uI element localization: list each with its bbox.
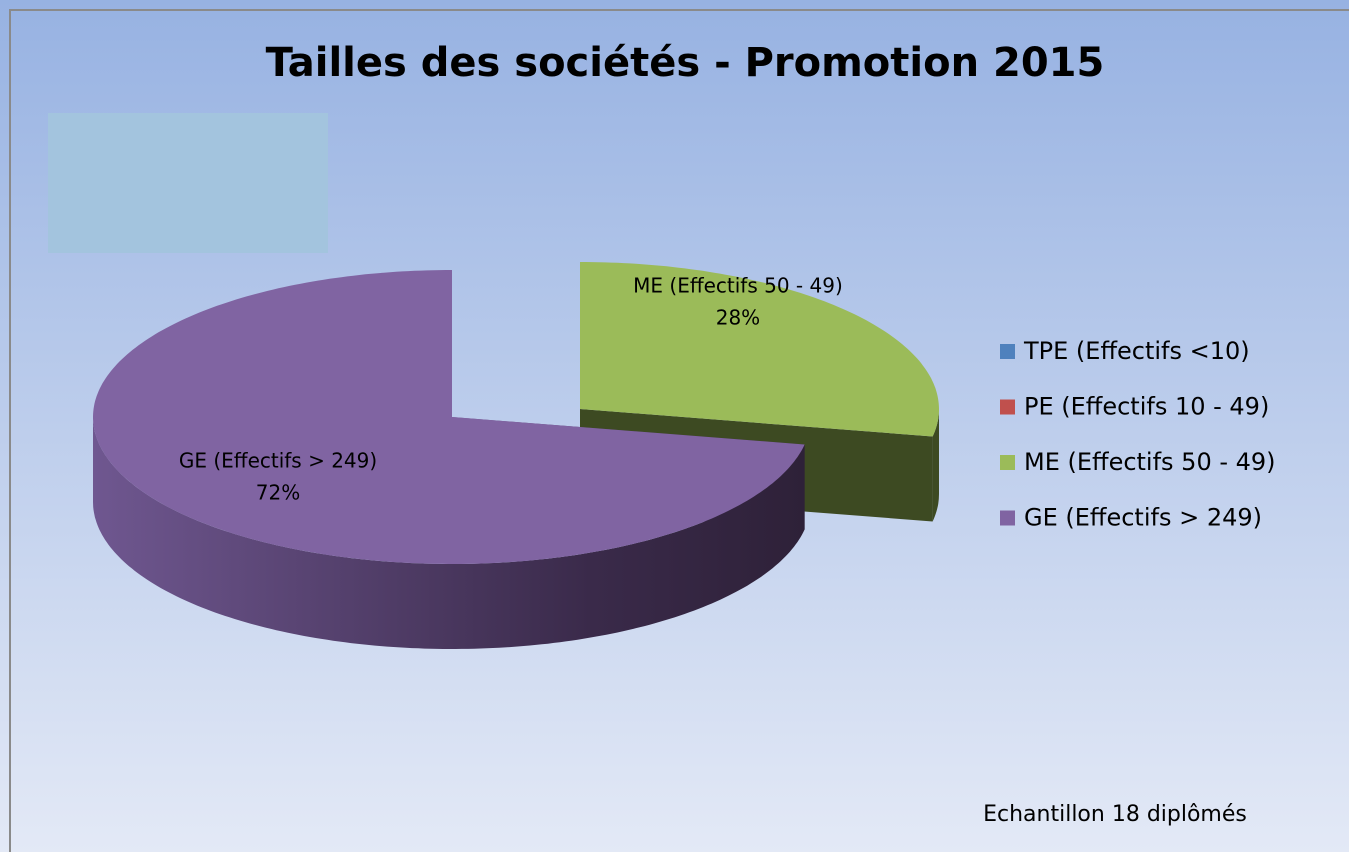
legend-swatch (1000, 344, 1015, 359)
annotation: Echantillon 18 diplômés (983, 802, 1247, 827)
legend-label: TPE (Effectifs <10) (1023, 337, 1250, 365)
legend-label: ME (Effectifs 50 - 49) (1024, 448, 1276, 476)
slice (580, 262, 939, 437)
legend-label: GE (Effectifs > 249) (1024, 504, 1262, 532)
legend-swatch (1000, 510, 1015, 526)
frame (9, 9, 1349, 852)
chart-title: Tailles des sociétés - Promotion 2015 (266, 40, 1105, 86)
slice (93, 270, 805, 564)
slice-label-value: 72% (256, 481, 300, 505)
pie: ME (Effectifs 50 - 49) 28% GE (Effectifs >… (93, 262, 939, 649)
legend: TPE (Effectifs <10) PE (Effectifs 10 - 49… (1000, 337, 1276, 532)
slice-side (93, 417, 805, 649)
slice-label-value: 28% (716, 305, 760, 329)
legend-swatch (1000, 455, 1015, 470)
slice-side (932, 409, 939, 522)
slice-label-name: GE (Effectifs > 249) (179, 449, 377, 473)
legend-swatch (1000, 399, 1015, 415)
legend-label: PE (Effectifs 10 - 49) (1024, 393, 1269, 421)
placeholder-box (48, 113, 328, 253)
slice-label-name: ME (Effectifs 50 - 49) (633, 273, 843, 297)
